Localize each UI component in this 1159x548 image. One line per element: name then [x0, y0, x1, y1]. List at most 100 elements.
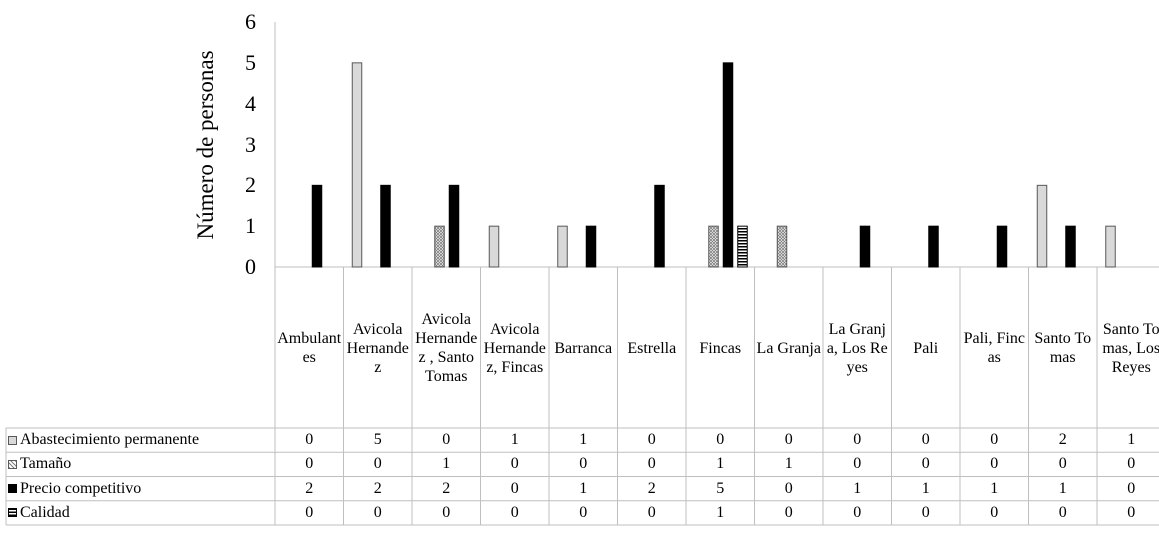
table-cell: 1 [716, 455, 725, 473]
table-cell: 2 [1058, 431, 1067, 448]
category-label: Santo Tomas [1034, 330, 1092, 366]
table-cell: 0 [784, 479, 793, 497]
bar [1105, 225, 1116, 268]
table-cell: 5 [373, 431, 382, 448]
y-tick-label: 0 [245, 254, 256, 279]
table-cell: 0 [784, 503, 793, 521]
table-cell: 1 [1127, 431, 1136, 448]
category-label: Pali, Fincas [963, 330, 1025, 366]
bar [1036, 184, 1048, 268]
bar [722, 62, 734, 268]
legend-key [8, 459, 17, 469]
table-cell: 0 [921, 503, 930, 521]
table-cell: 0 [784, 431, 793, 448]
bar [380, 184, 391, 268]
bar [311, 184, 323, 268]
category-label: Santo Tomas, Los Reyes [1102, 320, 1159, 376]
y-tick-label: 2 [245, 172, 256, 198]
table-cell: 0 [647, 455, 656, 473]
category-label: Avicola Hernandez, Fincas [483, 320, 546, 376]
table-cell: 0 [853, 455, 862, 473]
table-cell: 0 [921, 455, 930, 473]
table-cell: 0 [853, 503, 862, 521]
table-cell: 1 [579, 479, 588, 497]
legend-key [8, 435, 17, 445]
y-tick-label: 1 [245, 213, 256, 239]
legend-series-name: Precio competitivo [20, 479, 142, 497]
legend-row-label: Precio competitivo [8, 477, 141, 501]
table-cell: 0 [1127, 455, 1136, 473]
bar [654, 184, 665, 268]
table-cell: 2 [373, 479, 382, 497]
category-label: La Granja [756, 339, 821, 357]
bar [859, 225, 871, 268]
table-cell: 0 [510, 503, 519, 521]
bar [928, 225, 939, 268]
category-label: Fincas [699, 339, 742, 357]
table-cell: 1 [442, 455, 451, 473]
table-cell: 0 [579, 503, 588, 521]
table-cell: 0 [716, 431, 725, 448]
table-cell: 0 [305, 455, 314, 473]
bar [488, 225, 500, 268]
table-cell: 0 [853, 431, 862, 448]
table-cell: 1 [579, 431, 588, 448]
table-cell: 0 [579, 455, 588, 473]
table-cell: 1 [921, 479, 930, 497]
table-cell: 2 [442, 479, 451, 497]
table-cell: 0 [921, 431, 930, 448]
y-tick-label: 4 [245, 90, 256, 116]
bar [996, 225, 1008, 268]
category-label: Avicola Hernandez , Santo Tomas [415, 311, 478, 385]
y-tick-label: 3 [245, 131, 256, 157]
legend-key [8, 508, 17, 518]
category-label: Barranca [554, 339, 613, 357]
y-tick-label: 5 [245, 49, 256, 75]
table-cell: 0 [1127, 503, 1136, 521]
table-cell: 1 [510, 431, 519, 448]
category-label: La Granja, Los Reyes [826, 320, 888, 376]
table-cell: 1 [1058, 479, 1067, 497]
table-cell: 0 [442, 503, 451, 521]
table-cell: 1 [716, 503, 725, 521]
table-cell: 0 [373, 455, 382, 473]
bar [776, 225, 788, 268]
table-cell: 0 [647, 431, 656, 448]
table-cell: 1 [990, 479, 999, 497]
table-cell: 0 [510, 455, 519, 473]
table-cell: 5 [716, 479, 725, 497]
table-cell: 2 [647, 479, 656, 497]
table-cell: 0 [373, 503, 382, 521]
legend-key [8, 484, 17, 493]
legend-row-label: Tamaño [8, 452, 71, 476]
table-cell: 0 [510, 479, 519, 497]
table-cell: 1 [853, 479, 862, 497]
bar [708, 225, 719, 268]
bar [737, 225, 748, 268]
category-label: Pali [913, 339, 939, 357]
table-cell: 0 [305, 503, 314, 521]
legend-series-name: Calidad [20, 503, 70, 521]
table-cell: 0 [305, 431, 314, 448]
table-cell: 0 [1058, 503, 1067, 521]
table-cell: 0 [1127, 479, 1136, 497]
legend-row-label: Calidad [8, 501, 70, 525]
bar [1065, 225, 1076, 268]
bar [585, 225, 597, 268]
legend-series-name: Tamaño [20, 455, 72, 473]
category-label: Avicola Hernandez [346, 320, 409, 376]
legend-series-name: Abastecimiento permanente [20, 431, 200, 448]
bar [448, 184, 460, 268]
table-cell: 2 [305, 479, 314, 497]
table-cell: 0 [442, 431, 451, 448]
bar [351, 62, 363, 268]
category-label: Ambulantes [277, 330, 342, 366]
table-cell: 0 [647, 503, 656, 521]
table-cell: 1 [784, 455, 793, 473]
table-cell: 0 [990, 455, 999, 473]
legend-row-label: Abastecimiento permanente [8, 428, 199, 452]
category-label: Estrella [627, 339, 677, 357]
bar [557, 225, 568, 268]
table-cell: 0 [1058, 455, 1067, 473]
